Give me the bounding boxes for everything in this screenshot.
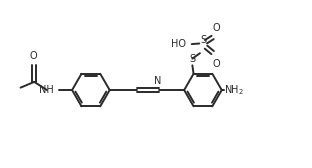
Text: S: S (200, 35, 206, 45)
Text: HO: HO (171, 39, 186, 49)
Text: O: O (212, 59, 220, 69)
Text: S: S (189, 54, 195, 64)
Text: NH: NH (39, 85, 54, 95)
Text: O: O (29, 51, 37, 61)
Text: N: N (154, 76, 162, 86)
Text: O: O (212, 23, 220, 33)
Text: NH$_2$: NH$_2$ (224, 83, 244, 97)
